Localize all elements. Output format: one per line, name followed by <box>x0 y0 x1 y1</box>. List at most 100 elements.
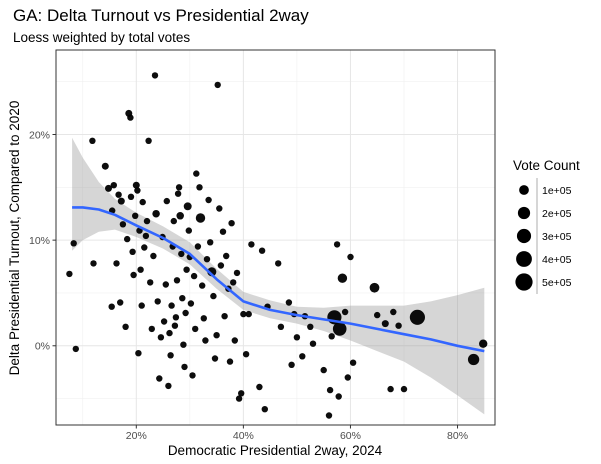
scatter-point <box>210 292 217 300</box>
scatter-point <box>168 302 175 309</box>
scatter-point <box>187 300 195 307</box>
scatter-point <box>192 325 199 333</box>
scatter-point <box>171 322 179 329</box>
scatter-point <box>256 383 263 391</box>
scatter-point <box>135 350 142 357</box>
legend-label: 5e+05 <box>542 277 572 289</box>
scatter-point <box>277 323 285 330</box>
scatter-point <box>117 197 125 205</box>
scatter-point <box>183 266 190 273</box>
scatter-point <box>105 184 112 192</box>
scatter-point <box>211 355 219 362</box>
scatter-point <box>223 252 230 260</box>
scatter-point <box>233 269 241 277</box>
legend-title: Vote Count <box>513 158 580 173</box>
scatter-point <box>285 299 293 306</box>
scatter-point <box>129 248 136 255</box>
scatter-point <box>139 198 146 206</box>
y-tick-label: 0% <box>35 341 50 353</box>
scatter-point <box>90 260 97 267</box>
scatter-point <box>190 272 198 280</box>
scatter-point <box>108 303 115 310</box>
scatter-point <box>235 395 243 402</box>
scatter-point <box>166 329 173 337</box>
legend-key-circle <box>516 228 532 244</box>
legend-label: 1e+05 <box>542 185 572 197</box>
scatter-point <box>183 202 192 211</box>
scatter-point <box>119 221 127 228</box>
legend-label: 2e+05 <box>542 208 572 220</box>
scatter-point <box>182 309 189 317</box>
scatter-point <box>467 353 480 366</box>
scatter-point <box>156 375 163 382</box>
scatter-point <box>147 279 154 286</box>
scatter-point <box>110 182 118 189</box>
scatter-point <box>172 314 180 321</box>
scatter-point <box>202 337 209 344</box>
scatter-point <box>242 351 250 358</box>
scatter-point <box>150 252 157 260</box>
scatter-point <box>122 323 129 330</box>
scatter-point <box>238 390 245 397</box>
scatter-point <box>200 315 207 322</box>
scatter-point <box>157 334 165 341</box>
scatter-point <box>199 282 206 289</box>
scatter-point <box>89 137 96 144</box>
legend-key-circle <box>517 206 531 220</box>
scatter-point <box>137 266 144 273</box>
scatter-point <box>113 260 120 267</box>
scatter-point <box>337 273 348 283</box>
scatter-point <box>309 340 317 347</box>
scatter-point <box>130 271 137 279</box>
scatter-point <box>66 270 73 278</box>
scatter-point <box>134 187 141 194</box>
chart-subtitle: Loess weighted by total votes <box>13 30 190 45</box>
scatter-point <box>163 197 170 205</box>
scatter-point <box>141 244 148 251</box>
scatter-point <box>325 412 333 419</box>
scatter-point <box>193 170 200 177</box>
y-tick-label: 10% <box>29 235 50 247</box>
scatter-point <box>132 181 140 189</box>
scatter-point <box>326 386 334 394</box>
y-axis-title: Delta Presidential Turnout, Compared to … <box>7 101 22 376</box>
scatter-point <box>395 322 402 329</box>
x-tick-label: 40% <box>233 430 254 442</box>
scatter-point <box>124 235 131 243</box>
scatter-point <box>185 227 192 234</box>
scatter-point <box>221 313 228 320</box>
scatter-point <box>374 311 381 319</box>
scatter-point <box>347 253 354 261</box>
y-tick-label: 20% <box>29 129 50 141</box>
scatter-point <box>320 366 327 374</box>
scatter-point <box>328 333 335 340</box>
scatter-point <box>390 308 397 316</box>
scatter-point <box>349 359 357 366</box>
scatter-point <box>219 228 227 235</box>
legend-key-circle <box>515 273 533 291</box>
legend-label: 4e+05 <box>542 254 572 266</box>
scatter-point <box>205 196 212 204</box>
scatter-point <box>387 385 394 393</box>
scatter-point <box>479 339 488 348</box>
scatter-point <box>143 217 151 225</box>
scatter-point <box>170 217 177 225</box>
scatter-point <box>176 212 184 220</box>
scatter-point <box>293 334 301 341</box>
scatter-point <box>231 337 238 344</box>
scatter-point <box>226 358 234 365</box>
scatter-point <box>195 213 206 223</box>
y-axis-ticks: 0% 10% 20% <box>29 129 56 353</box>
loess-line <box>72 206 485 353</box>
x-tick-label: 20% <box>126 430 147 442</box>
size-legend: 1e+05 2e+05 3e+05 4e+05 5e+05 <box>515 178 572 294</box>
plot-panel-border <box>55 49 496 426</box>
scatter-point <box>152 209 160 218</box>
scatter-point <box>369 282 380 293</box>
scatter-point <box>335 393 342 400</box>
x-tick-label: 80% <box>447 430 468 442</box>
x-axis-ticks: 20% 40% 60% 80% <box>126 425 468 442</box>
scatter-point <box>115 191 122 198</box>
scatter-point <box>299 353 306 360</box>
scatter-point <box>160 318 168 325</box>
